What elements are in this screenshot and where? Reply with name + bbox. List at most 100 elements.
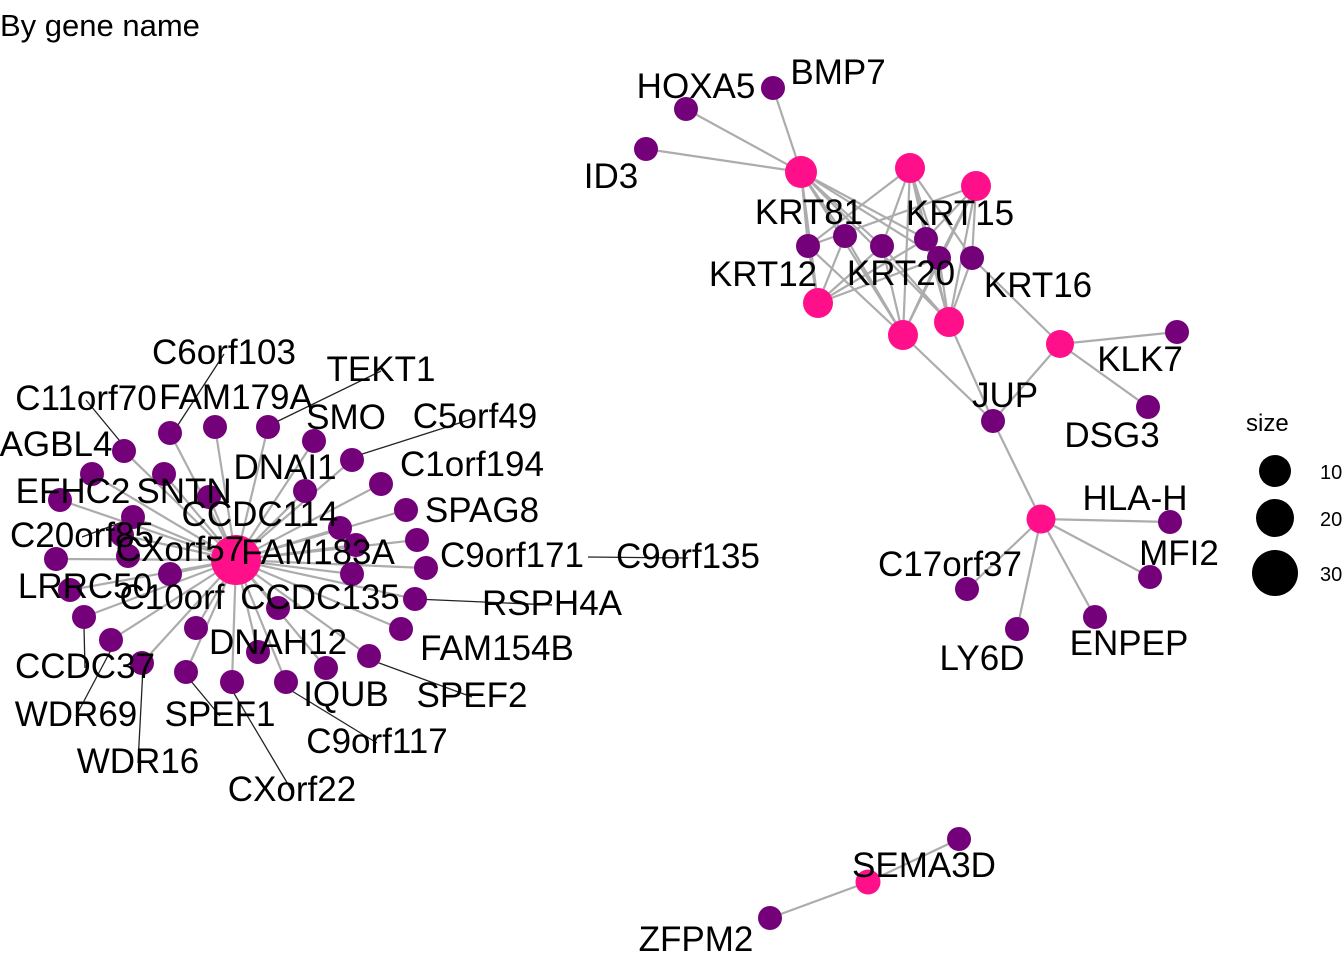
node-c9orf171[interactable] — [405, 528, 429, 552]
node-krt15[interactable] — [914, 227, 938, 251]
edge-hub_hla-HLA-H — [1040, 517, 1171, 524]
label-hla-h: HLA-H — [1082, 479, 1187, 518]
node-c9orf117[interactable] — [274, 670, 298, 694]
node-enpep[interactable] — [1083, 605, 1107, 629]
node-sntn[interactable] — [197, 485, 221, 509]
label-rsph4a: RSPH4A — [482, 584, 623, 623]
label-c9orf117: C9orf117 — [306, 722, 447, 761]
node-cil_a[interactable] — [58, 578, 82, 602]
node-ccdc37[interactable] — [72, 605, 96, 629]
node-dnah12[interactable] — [246, 640, 270, 664]
node-agbl4[interactable] — [80, 462, 104, 486]
node-krt16[interactable] — [960, 246, 984, 270]
label-wdr16: WDR16 — [77, 742, 200, 781]
node-c17orf37[interactable] — [955, 577, 979, 601]
node-krt20[interactable] — [870, 234, 894, 258]
edge-hub_krt_b-KRT16 — [909, 167, 973, 259]
label-sema3d: SEMA3D — [852, 846, 996, 885]
label-smo: SMO — [306, 398, 386, 437]
node-zfpm2[interactable] — [758, 906, 782, 930]
node-hub_krt_a[interactable] — [785, 156, 817, 188]
node-spag8[interactable] — [394, 498, 418, 522]
edge-hub_cilia-C11orf70 — [123, 450, 237, 561]
edge-hub_cilia-SPEF2 — [235, 559, 370, 657]
node-ccdc114[interactable] — [328, 516, 352, 540]
node-c5orf49[interactable] — [340, 448, 364, 472]
node-smo[interactable] — [302, 429, 326, 453]
edge-hub_cilia-FAM154B — [235, 558, 402, 631]
edge-hub_cilia-AGBL4 — [91, 473, 237, 561]
node-mfi2[interactable] — [1138, 565, 1162, 589]
edge-hub_krt_d-KRT15 — [817, 238, 927, 304]
label-c5orf49: C5orf49 — [413, 397, 538, 436]
label-c1orf194: C1orf194 — [400, 445, 544, 484]
label-krt12: KRT12 — [709, 255, 817, 294]
label-cxorf22: CXorf22 — [228, 770, 356, 809]
node-spef1[interactable] — [220, 670, 244, 694]
node-efhc2[interactable] — [152, 462, 176, 486]
edge-hub_klk-JUP — [992, 343, 1061, 422]
node-hub_hla[interactable] — [1026, 504, 1056, 534]
node-wdr69[interactable] — [99, 628, 123, 652]
node-SEMA_top[interactable] — [947, 827, 971, 851]
edge-hub_hla-ENPEP — [1040, 518, 1096, 618]
node-fam183a[interactable] — [211, 535, 261, 585]
node-c9orf135[interactable] — [414, 556, 438, 580]
node-cil_d[interactable] — [344, 533, 368, 557]
node-hla-h[interactable] — [1158, 510, 1182, 534]
edge-HOXA5-hub_krt_a — [685, 108, 802, 173]
leader-spef2 — [370, 659, 473, 698]
node-sema3d[interactable] — [855, 869, 881, 895]
node-cxorf22[interactable] — [174, 660, 198, 684]
node-hub_krt_d[interactable] — [803, 288, 833, 318]
node-cil_c[interactable] — [266, 596, 290, 620]
node-c11orf70[interactable] — [112, 439, 136, 463]
node-dsg3[interactable] — [1136, 395, 1160, 419]
edge-hub_cilia-C9orf135 — [235, 558, 427, 570]
node-dnai1[interactable] — [293, 479, 317, 503]
node-hub_krt_e[interactable] — [888, 320, 918, 350]
node-krt81[interactable] — [796, 234, 820, 258]
edge-hub_cilia-CCDC37 — [83, 558, 237, 619]
node-wdr16[interactable] — [130, 651, 154, 675]
leader-c5orf49 — [355, 417, 476, 457]
label-spef2: SPEF2 — [417, 676, 528, 715]
node-spef2[interactable] — [357, 644, 381, 668]
node-fam179a[interactable] — [203, 415, 227, 439]
node-hub_krt_b[interactable] — [895, 153, 925, 183]
node-rsph4a[interactable] — [403, 587, 427, 611]
node-cil_b[interactable] — [184, 616, 208, 640]
label-ccdc114: CCDC114 — [182, 495, 339, 534]
node-hoxa5[interactable] — [674, 97, 698, 121]
leader-wdr16 — [137, 667, 144, 764]
node-cxorf57[interactable] — [116, 544, 140, 568]
node-ly6d[interactable] — [1005, 617, 1029, 641]
node-lrrc50[interactable] — [44, 547, 68, 571]
node-cil_e[interactable] — [48, 488, 72, 512]
node-bmp7[interactable] — [761, 76, 785, 100]
label-c17orf37: C17orf37 — [878, 545, 1022, 584]
node-klk7[interactable] — [1165, 320, 1189, 344]
node-c1orf194[interactable] — [369, 472, 393, 496]
leader-spef1 — [189, 679, 221, 717]
node-id3[interactable] — [634, 137, 658, 161]
node-ccdc135[interactable] — [340, 562, 364, 586]
size-legend: size 10 20 30 — [1246, 410, 1342, 596]
node-jup[interactable] — [981, 409, 1005, 433]
node-hub_krt_c[interactable] — [961, 171, 991, 201]
node-cil_f[interactable] — [110, 523, 134, 547]
label-enpep: ENPEP — [1070, 624, 1189, 663]
label-id3: ID3 — [584, 157, 638, 196]
node-tekt1[interactable] — [256, 415, 280, 439]
node-c20orf85[interactable] — [121, 505, 145, 529]
node-iqub[interactable] — [314, 656, 338, 680]
node-hub_klk[interactable] — [1046, 330, 1074, 358]
node-fam154b[interactable] — [389, 617, 413, 641]
legend-size-marker-medium — [1256, 499, 1294, 537]
node-hub_krt_f[interactable] — [934, 307, 964, 337]
node-c6orf103[interactable] — [158, 421, 182, 445]
node-c10orf[interactable] — [158, 562, 182, 586]
edge-hub_klk-KLK7 — [1059, 330, 1178, 346]
node-KRT_x[interactable] — [927, 246, 951, 270]
node-krt12[interactable] — [833, 224, 857, 248]
